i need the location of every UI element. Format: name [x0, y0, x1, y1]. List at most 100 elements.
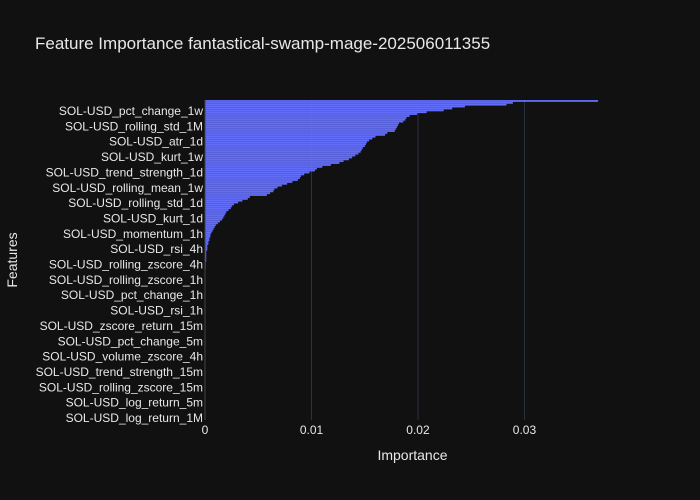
bar: [204, 165, 323, 168]
y-tick-label: SOL-USD_log_return_1M: [66, 411, 203, 425]
x-axis-title: Importance: [377, 447, 447, 463]
bar: [204, 156, 353, 159]
bar: [204, 184, 282, 187]
bar: [204, 180, 293, 183]
x-tick-label: 0.02: [406, 423, 430, 437]
x-tick-label: 0.01: [300, 423, 324, 437]
bar: [204, 226, 215, 228]
bar: [204, 105, 465, 108]
y-tick-label: SOL-USD_trend_strength_1d: [46, 165, 203, 179]
bar: [204, 211, 227, 213]
bar: [204, 148, 362, 151]
bar: [204, 167, 317, 170]
bar: [204, 118, 406, 121]
bar: [204, 126, 397, 129]
y-tick-label: SOL-USD_kurt_1d: [103, 211, 203, 225]
y-tick-label: SOL-USD_rolling_std_1d: [68, 196, 203, 210]
bar: [204, 222, 218, 225]
y-tick-label: SOL-USD_zscore_return_15m: [40, 319, 203, 333]
y-tick-label: SOL-USD_pct_change_1w: [59, 104, 203, 118]
bar: [204, 179, 298, 181]
bar: [204, 218, 223, 221]
bar: [204, 135, 376, 138]
bar: [204, 228, 214, 230]
bar: [204, 214, 225, 217]
y-tick-label: SOL-USD_log_return_5m: [66, 396, 203, 410]
y-tick-label: SOL-USD_rolling_std_1M: [65, 119, 203, 133]
y-tick-label: SOL-USD_rolling_mean_1w: [52, 181, 203, 195]
y-tick-label: SOL-USD_atr_1d: [109, 135, 203, 149]
bar: [204, 152, 359, 155]
bar: [204, 182, 288, 185]
bar: [204, 154, 356, 157]
bar: [204, 132, 388, 134]
bar: [204, 177, 300, 180]
bar: [204, 143, 366, 146]
y-tick-label: SOL-USD_pct_change_5m: [58, 334, 203, 348]
bar: [204, 124, 398, 127]
bar: [204, 197, 248, 200]
bar: [204, 137, 373, 140]
bar: [204, 201, 239, 204]
bar: [204, 194, 267, 196]
x-tick-label: 0.03: [513, 423, 537, 437]
bar: [204, 141, 368, 144]
y-tick-label: SOL-USD_rsi_4h: [110, 242, 203, 256]
bar: [204, 169, 315, 172]
bar: [204, 111, 427, 114]
bar: [204, 164, 331, 166]
y-tick-label: SOL-USD_rolling_zscore_4h: [49, 258, 203, 272]
bar: [204, 231, 212, 234]
bar: [204, 229, 213, 232]
bar: [204, 207, 231, 210]
bar: [204, 162, 340, 164]
bar: [204, 203, 234, 206]
bar: [204, 158, 349, 161]
bar: [204, 173, 305, 176]
bar: [204, 133, 386, 136]
bar: [204, 186, 278, 189]
bar: [204, 209, 229, 212]
bar: [204, 101, 513, 104]
bar: [204, 216, 224, 219]
bar: [204, 116, 407, 119]
bar: [204, 120, 404, 123]
bar: [204, 109, 444, 112]
y-tick-label: SOL-USD_momentum_1h: [63, 227, 203, 241]
bar: [204, 199, 243, 202]
y-tick-label: SOL-USD_trend_strength_15m: [36, 365, 203, 379]
bar: [204, 107, 453, 110]
bar: [204, 212, 226, 215]
bar: [204, 190, 274, 193]
bar: [204, 113, 418, 116]
y-axis-title: Features: [4, 232, 20, 287]
bar: [204, 147, 363, 149]
bar: [204, 103, 507, 106]
x-tick-label: 0: [202, 423, 209, 437]
bar: [204, 220, 221, 223]
y-tick-label: SOL-USD_rolling_zscore_15m: [39, 380, 203, 394]
y-tick-label: SOL-USD_kurt_1w: [101, 150, 203, 164]
bar: [204, 175, 301, 178]
bar: [204, 205, 232, 208]
bar: [204, 237, 210, 240]
bar: [204, 115, 410, 117]
y-tick-label: SOL-USD_rolling_zscore_1h: [49, 273, 203, 287]
bar: [204, 239, 210, 242]
y-tick-label: SOL-USD_pct_change_1h: [61, 288, 203, 302]
bar: [204, 128, 396, 131]
bar: [204, 196, 250, 198]
bar: [204, 145, 365, 148]
bar: [204, 233, 211, 236]
bar: [204, 192, 271, 195]
bar: [204, 130, 395, 132]
bar: [204, 171, 310, 174]
bar: [204, 100, 599, 102]
bar: [204, 224, 216, 227]
y-tick-label: SOL-USD_volume_zscore_4h: [42, 350, 203, 364]
bar: [204, 188, 275, 191]
bar: [204, 160, 344, 163]
y-tick-label: SOL-USD_rsi_1h: [110, 304, 203, 318]
chart-title: Feature Importance fantastical-swamp-mag…: [35, 34, 491, 53]
